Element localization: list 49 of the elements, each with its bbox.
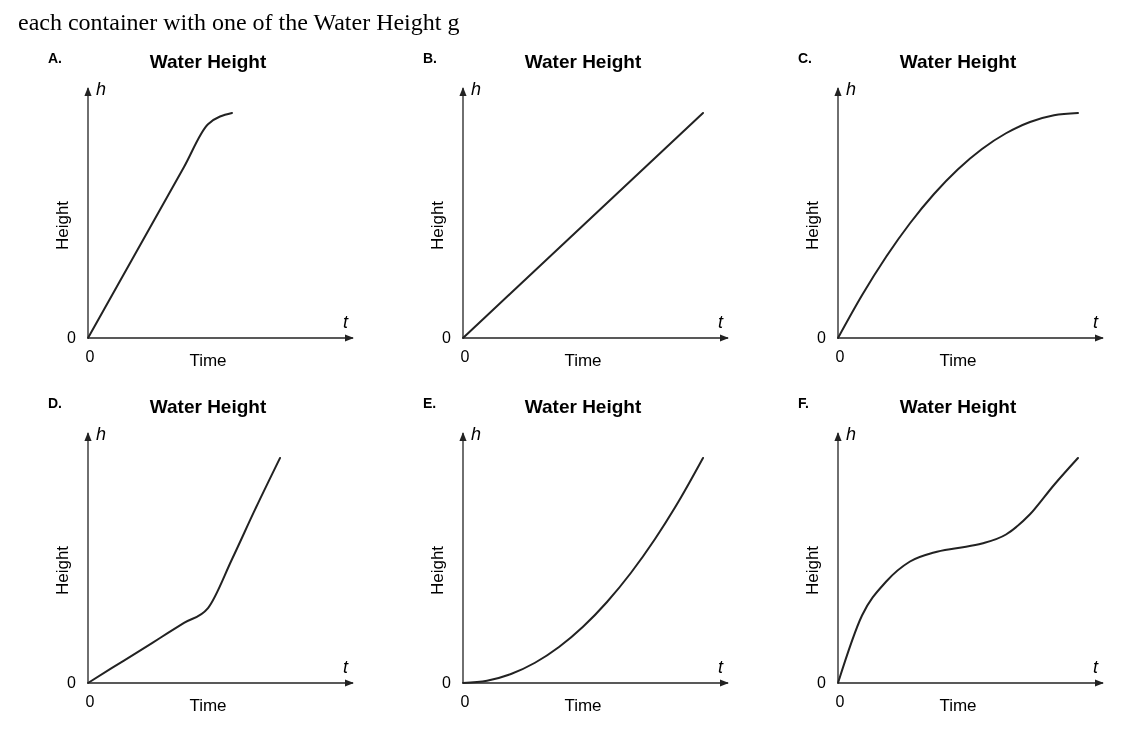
x-axis-title: Time [939,696,977,715]
text: B. [423,50,437,66]
chart-title: Water Height [524,396,642,417]
text: 0 [460,693,470,710]
x-axis-title: Time [189,696,227,715]
annotation: t [718,657,724,677]
text: 0 [442,329,452,346]
text: C. [798,50,812,66]
text: 0 [85,693,95,710]
text: h [846,424,857,444]
chart-title: Water Height [149,51,267,72]
text: h [96,424,107,444]
x-axis-title: Time [564,696,602,715]
chart-title: Water Height [524,51,642,72]
chart-title: Water Height [899,396,1017,417]
text: h [471,424,482,444]
annotation: t [343,312,349,332]
y-axis-title: Height [803,200,822,251]
x-axis-title: Time [939,351,977,370]
y-axis-title: Height [53,545,72,596]
text: E. [423,395,437,411]
text: 0 [85,348,95,365]
y-axis-title: Height [428,545,447,596]
text: 0 [817,674,827,691]
text: D. [48,395,62,411]
annotation: t [718,312,724,332]
text: 0 [835,348,845,365]
text: 0 [442,674,452,691]
text: A. [48,50,62,66]
annotation: t [1093,312,1099,332]
annotation: t [343,657,349,677]
y-axis-title: Height [428,200,447,251]
text: h [96,79,107,99]
text: 0 [835,693,845,710]
text: 0 [817,329,827,346]
text: each container with one of the Water Height g [18,9,460,35]
chart-title: Water Height [149,396,267,417]
text: 0 [460,348,470,365]
text: F. [798,395,809,411]
x-axis-title: Time [189,351,227,370]
text: h [471,79,482,99]
annotation: t [1093,657,1099,677]
x-axis-title: Time [564,351,602,370]
y-axis-title: Height [53,200,72,251]
chart-title: Water Height [899,51,1017,72]
text: h [846,79,857,99]
text: 0 [67,674,77,691]
text: 0 [67,329,77,346]
y-axis-title: Height [803,545,822,596]
